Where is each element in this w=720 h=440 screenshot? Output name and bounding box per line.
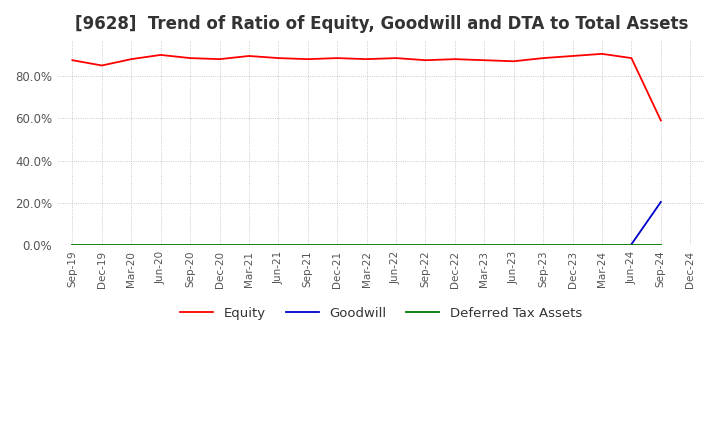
Equity [598,51,606,56]
Deferred Tax Assets [657,242,665,247]
Equity [303,56,312,62]
Deferred Tax Assets [539,242,547,247]
Equity [362,56,371,62]
Equity [274,55,283,61]
Deferred Tax Assets [186,242,194,247]
Deferred Tax Assets [568,242,577,247]
Equity [68,58,77,63]
Deferred Tax Assets [598,242,606,247]
Deferred Tax Assets [362,242,371,247]
Deferred Tax Assets [480,242,489,247]
Deferred Tax Assets [392,242,400,247]
Deferred Tax Assets [156,242,165,247]
Equity [539,55,547,61]
Deferred Tax Assets [68,242,77,247]
Equity [245,53,253,59]
Equity [215,56,224,62]
Equity [568,53,577,59]
Equity [156,52,165,58]
Deferred Tax Assets [215,242,224,247]
Deferred Tax Assets [627,242,636,247]
Equity [392,55,400,61]
Line: Goodwill: Goodwill [631,202,661,244]
Equity [480,58,489,63]
Deferred Tax Assets [421,242,430,247]
Legend: Equity, Goodwill, Deferred Tax Assets: Equity, Goodwill, Deferred Tax Assets [175,301,588,325]
Equity [627,55,636,61]
Goodwill [627,242,636,247]
Deferred Tax Assets [303,242,312,247]
Equity [510,59,518,64]
Title: [9628]  Trend of Ratio of Equity, Goodwill and DTA to Total Assets: [9628] Trend of Ratio of Equity, Goodwil… [75,15,688,33]
Equity [421,58,430,63]
Equity [97,63,106,68]
Equity [451,56,459,62]
Line: Equity: Equity [73,54,661,121]
Equity [186,55,194,61]
Deferred Tax Assets [97,242,106,247]
Deferred Tax Assets [333,242,341,247]
Equity [127,56,135,62]
Equity [333,55,341,61]
Deferred Tax Assets [510,242,518,247]
Goodwill [657,199,665,205]
Deferred Tax Assets [245,242,253,247]
Deferred Tax Assets [274,242,283,247]
Equity [657,118,665,123]
Deferred Tax Assets [451,242,459,247]
Deferred Tax Assets [127,242,135,247]
